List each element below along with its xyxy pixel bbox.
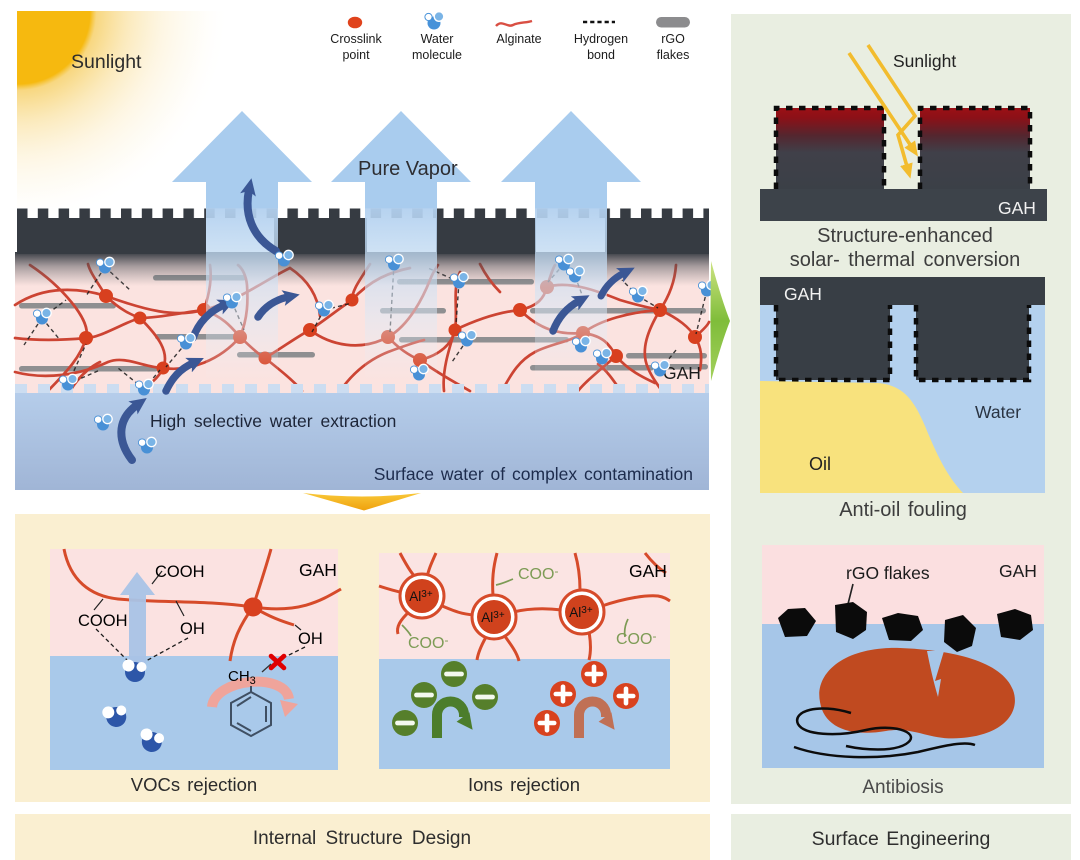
svg-text:CH3: CH3	[228, 668, 256, 687]
svg-text:Surface Engineering: Surface Engineering	[812, 828, 991, 850]
svg-text:Sunlight: Sunlight	[893, 51, 956, 71]
svg-text:COO-: COO-	[408, 633, 448, 652]
svg-text:Anti-oil fouling: Anti-oil fouling	[839, 499, 967, 521]
svg-text:GAH: GAH	[299, 560, 337, 580]
svg-text:COOH: COOH	[155, 563, 205, 581]
svg-text:COO-: COO-	[616, 629, 656, 648]
svg-text:Surface water of complex conta: Surface water of complex contamination	[374, 464, 693, 484]
svg-text:High selective water extractio: High selective water extraction	[150, 411, 396, 431]
svg-text:Alginate: Alginate	[496, 32, 541, 46]
svg-text:GAH: GAH	[784, 284, 822, 304]
svg-text:Internal Structure Design: Internal Structure Design	[253, 828, 471, 849]
svg-text:Ions rejection: Ions rejection	[468, 774, 580, 795]
svg-text:molecule: molecule	[412, 48, 462, 62]
svg-text:OH: OH	[180, 620, 205, 638]
svg-text:flakes: flakes	[657, 48, 690, 62]
svg-text:OH: OH	[298, 630, 323, 648]
svg-text:Water: Water	[975, 402, 1021, 422]
svg-text:GAH: GAH	[663, 363, 701, 383]
svg-text:Crosslink: Crosslink	[330, 32, 382, 46]
svg-text:solar- thermal conversion: solar- thermal conversion	[790, 249, 1021, 271]
svg-text:Antibiosis: Antibiosis	[862, 777, 943, 798]
svg-text:Sunlight: Sunlight	[71, 51, 142, 73]
svg-text:rGO flakes: rGO flakes	[846, 563, 930, 583]
svg-text:Pure Vapor: Pure Vapor	[358, 158, 458, 180]
svg-text:GAH: GAH	[999, 561, 1037, 581]
svg-text:rGO: rGO	[661, 32, 685, 46]
svg-text:GAH: GAH	[998, 198, 1036, 218]
svg-text:Structure-enhanced: Structure-enhanced	[817, 225, 993, 247]
svg-text:COO-: COO-	[518, 564, 558, 583]
svg-text:point: point	[342, 48, 370, 62]
svg-text:bond: bond	[587, 48, 615, 62]
svg-text:VOCs rejection: VOCs rejection	[131, 774, 257, 795]
svg-text:GAH: GAH	[629, 561, 667, 581]
svg-text:Hydrogen: Hydrogen	[574, 32, 628, 46]
svg-text:Water: Water	[421, 32, 454, 46]
svg-text:Oil: Oil	[809, 454, 831, 474]
svg-text:COOH: COOH	[78, 612, 128, 630]
